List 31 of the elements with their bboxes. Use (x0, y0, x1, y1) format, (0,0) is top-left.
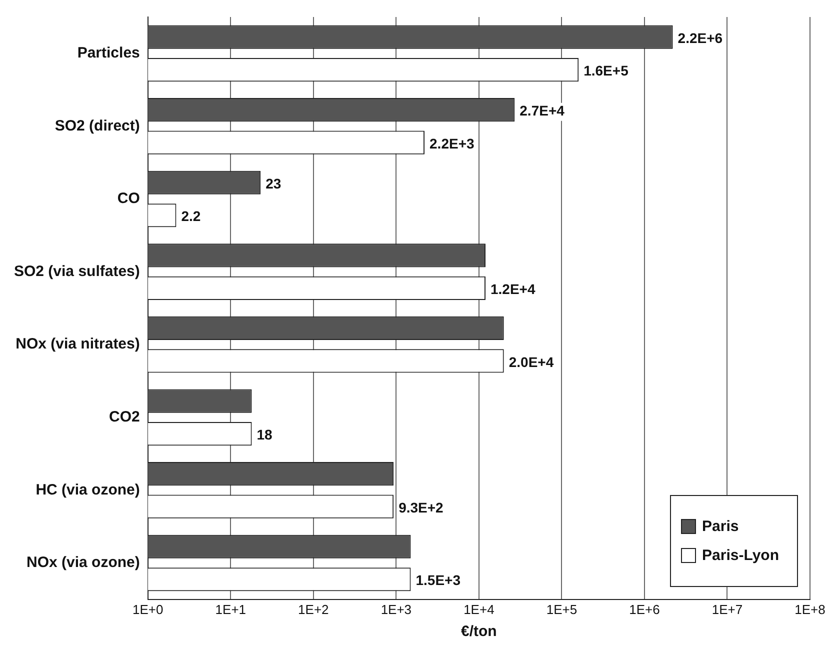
x-tick-label: 1E+4 (464, 602, 494, 617)
x-tick-label: 1E+5 (546, 602, 578, 617)
y-tick-label: NOx (via nitrates) (16, 336, 140, 353)
data-label: 2.2E+3 (430, 135, 474, 152)
y-tick-label: NOx (via ozone) (26, 554, 140, 572)
x-tick-label: 1E+0 (132, 602, 164, 617)
data-label: 1.2E+4 (490, 281, 536, 298)
y-tick-label: SO2 (via sulfates) (14, 262, 140, 280)
data-label: 23 (266, 175, 282, 192)
data-label: 2.0E+4 (508, 354, 554, 370)
data-label: 2.2 (181, 208, 201, 224)
y-tick-label: Particles (77, 44, 140, 62)
x-tick-label: 1E+2 (298, 602, 329, 617)
y-tick-label: SO2 (direct) (54, 117, 140, 134)
x-axis-title: €/ton (461, 623, 497, 640)
data-label: 18 (256, 426, 273, 443)
y-tick-label: HC (via ozone) (36, 481, 140, 498)
legend: Paris Paris-Lyon (670, 495, 798, 588)
data-label: 9.3E+2 (398, 499, 444, 516)
y-tick-label: CO (117, 190, 140, 208)
data-label: 2.7E+4 (520, 102, 565, 119)
x-tick-label: 1E+7 (712, 602, 743, 617)
data-label: 1.6E+5 (584, 62, 629, 79)
x-tick-label: 1E+1 (215, 602, 246, 617)
data-label: 2.2E+6 (678, 30, 723, 46)
data-label: 1.5E+3 (416, 572, 461, 588)
x-tick-label: 1E+6 (629, 602, 660, 617)
legend-label: Paris (702, 518, 739, 536)
x-tick-label: 1E+8 (794, 602, 826, 617)
y-tick-label: CO2 (109, 408, 140, 426)
x-tick-label: 1E+3 (380, 602, 412, 617)
